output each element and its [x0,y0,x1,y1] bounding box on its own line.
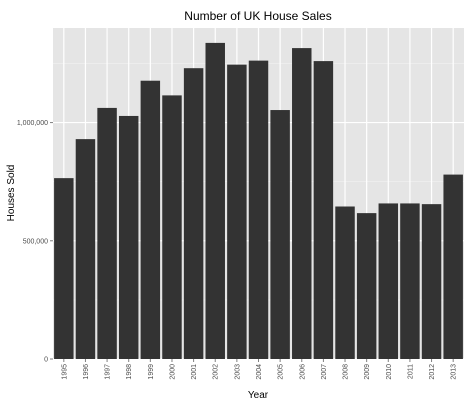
x-tick-label: 2006 [299,364,306,380]
x-tick-label: 1999 [148,364,155,380]
x-tick-label: 2011 [407,364,414,379]
x-tick-label: 1995 [61,364,68,380]
bar-2002 [205,42,225,360]
x-tick-label: 1996 [83,364,90,380]
bar-2013 [443,174,463,359]
bar-1997 [97,107,117,359]
x-tick-label: 2001 [191,364,198,380]
bar-2004 [248,60,269,360]
x-tick-label: 2007 [321,364,328,380]
chart-title: Number of UK House Sales [184,9,331,23]
bar-2000 [162,95,182,359]
bar-1998 [118,115,139,359]
bar-1996 [75,139,96,359]
y-axis-label: Houses Sold [6,165,17,222]
x-tick-label: 2012 [429,364,436,380]
x-tick-label: 2004 [256,364,263,380]
y-tick-label: 0 [44,357,48,364]
bars [54,42,463,360]
bar-1995 [54,178,74,359]
y-axis: 0 500,000 1,000,000 [17,120,53,364]
x-tick-label: 2013 [451,364,458,380]
x-tick-label: 1998 [126,364,133,380]
bar-2010 [378,203,399,359]
bar-2003 [227,64,247,360]
x-tick-label: 2005 [278,364,285,380]
x-tick-label: 2002 [213,364,220,380]
x-tick-label: 1997 [105,364,112,380]
bar-2009 [356,213,377,359]
bar-2011 [400,203,420,359]
bar-2001 [183,68,204,359]
x-tick-label: 2010 [386,364,393,380]
y-tick-label: 500,000 [23,238,48,245]
y-tick-label: 1,000,000 [17,120,48,127]
x-tick-label: 2003 [234,364,241,380]
x-tick-label: 2009 [364,364,371,380]
bar-2008 [335,206,355,359]
bar-2006 [292,48,312,359]
x-tick-label: 2008 [343,364,350,380]
bar-2007 [313,61,334,359]
bar-1999 [140,80,161,359]
bar-2005 [270,110,290,359]
bar-2012 [421,204,442,359]
x-axis-label: Year [248,390,269,401]
x-axis: 1995 1996 1997 1998 1999 2000 2001 2002 2003 2004… [61,359,458,380]
x-tick-label: 2000 [169,364,176,380]
